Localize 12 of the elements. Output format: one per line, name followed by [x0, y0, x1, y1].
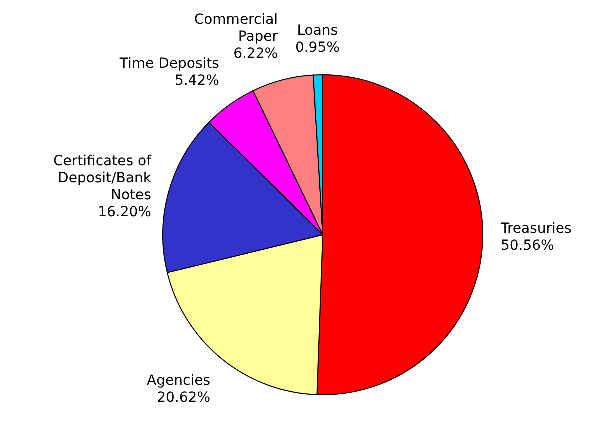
- data-label: 5.42%: [174, 73, 220, 90]
- slice-label: Certificates of Deposit/Bank Notes: [54, 153, 153, 204]
- data-label: 0.95%: [295, 40, 340, 56]
- data-label: 16.20%: [98, 204, 152, 220]
- data-label: 50.56%: [500, 238, 554, 254]
- data-label: 6.22%: [234, 46, 278, 62]
- slice-label: Time Deposits: [118, 56, 220, 72]
- slice-label: Loans: [297, 23, 338, 40]
- data-label: 20.62%: [157, 390, 211, 406]
- slice-label: Agencies: [147, 372, 211, 389]
- slice-label: Commercial Paper: [194, 12, 278, 45]
- slice-label: Treasuries: [500, 221, 572, 238]
